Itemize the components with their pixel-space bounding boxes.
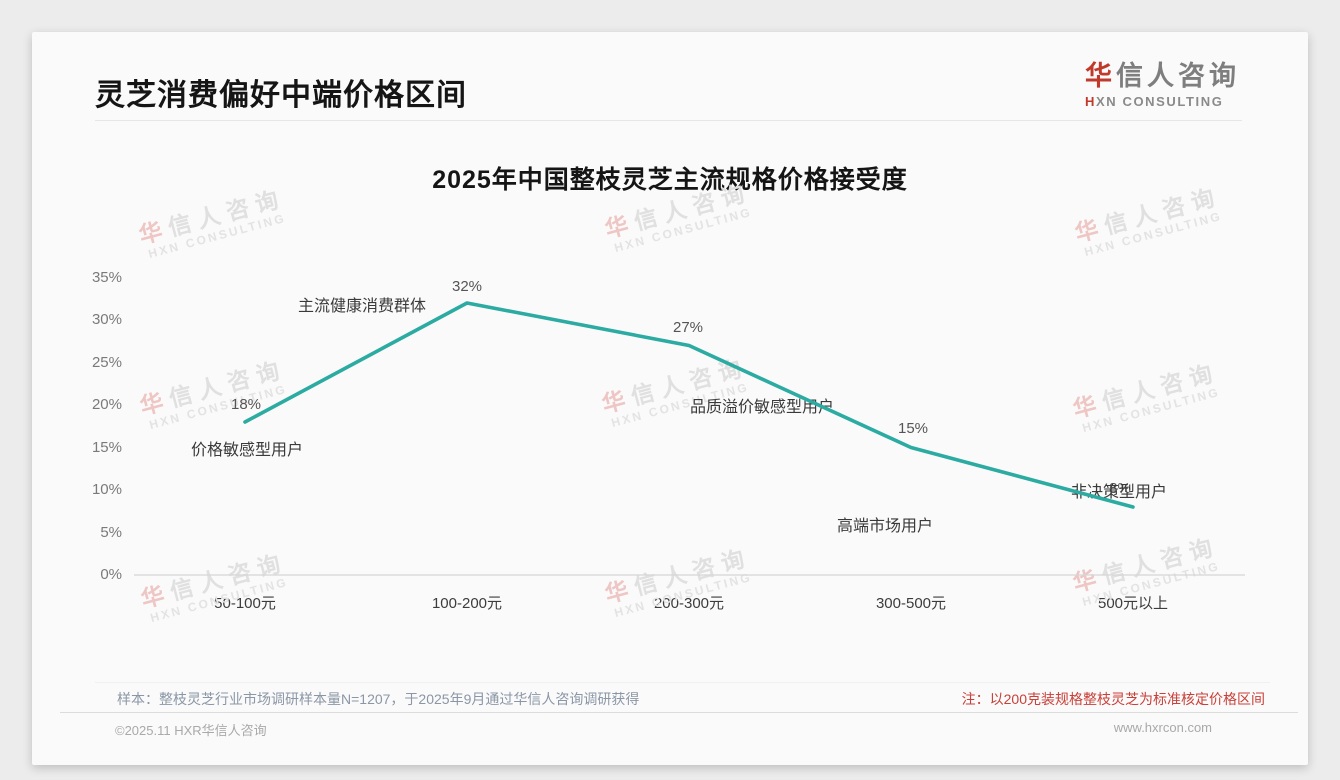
slide-card [32, 32, 1308, 765]
footer-top-divider [95, 682, 1270, 683]
point-label: 27% [672, 318, 704, 336]
x-tick-label: 500元以上 [1097, 595, 1169, 612]
y-tick-label: 25% [91, 353, 122, 371]
x-tick-label: 300-500元 [875, 595, 947, 612]
x-tick-label: 200-300元 [653, 595, 725, 612]
x-tick-label: 50-100元 [214, 595, 276, 612]
website-link[interactable]: www.hxrcon.com [1113, 720, 1212, 735]
x-tick-label: 100-200元 [431, 595, 503, 612]
point-label: 18% [230, 396, 262, 413]
point-label: 15% [897, 419, 929, 437]
y-tick-label: 30% [91, 311, 122, 328]
header-divider [95, 120, 1242, 121]
y-tick-label: 10% [91, 481, 122, 498]
copyright-text: ©2025.11 HXR华信人咨询 [115, 723, 267, 738]
logo-chinese-text: 华信人咨询 [1085, 61, 1240, 91]
annotation-label: 品质溢价敏感型用户 [689, 399, 835, 416]
y-tick-label: 0% [100, 566, 122, 583]
company-logo: 华信人咨询 HXN CONSULTING [1085, 61, 1240, 109]
chart-title: 2025年中国整枝灵芝主流规格价格接受度 [432, 166, 908, 194]
annotation-label: 非决策型用户 [1070, 484, 1168, 501]
annotation-label: 高端市场用户 [836, 518, 934, 535]
y-tick-label: 20% [91, 396, 122, 413]
annotation-label: 主流健康消费群体 [297, 298, 427, 315]
y-tick-label: 35% [91, 268, 122, 286]
footer-divider [60, 712, 1298, 713]
y-tick-label: 15% [91, 438, 122, 456]
annotation-label: 价格敏感型用户 [190, 442, 304, 459]
y-tick-label: 5% [100, 523, 122, 541]
price-basis-note: 注：以200克装规格整枝灵芝为标准核定价格区间 [961, 691, 1265, 707]
page-title: 灵芝消费偏好中端价格区间 [95, 79, 467, 112]
logo-english-text: HXN CONSULTING [1085, 93, 1224, 109]
sample-note: 样本：整枝灵芝行业市场调研样本量N=1207，于2025年9月通过华信人咨询调研… [117, 691, 640, 707]
point-label: 32% [451, 278, 483, 295]
